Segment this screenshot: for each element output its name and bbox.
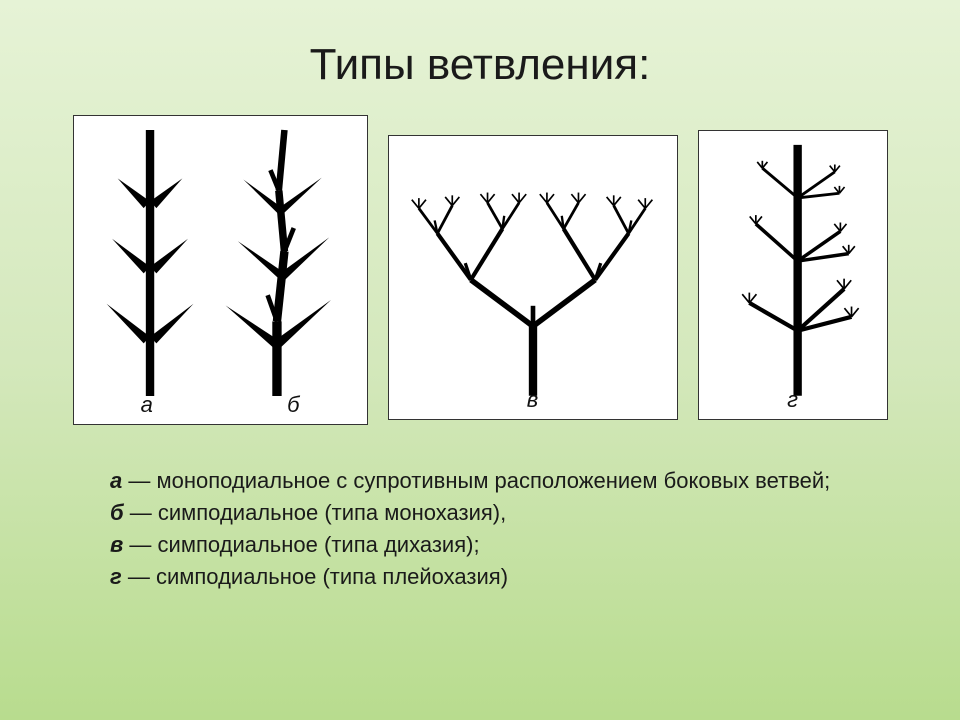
legend-letter-g: г — [110, 564, 122, 589]
label-g: г — [699, 387, 887, 413]
diagram-v-svg — [389, 136, 677, 419]
panel-g-labels: г — [699, 387, 887, 413]
panel-v-labels: в — [389, 387, 677, 413]
page-title: Типы ветвления: — [0, 0, 960, 100]
legend-text-a: моноподиальное с супротивным расположени… — [156, 468, 830, 493]
panel-ab-labels: а б — [74, 392, 367, 418]
legend-dash-g: — — [122, 564, 156, 589]
legend-line-b: б — симподиальное (типа монохазия), — [110, 497, 850, 529]
diagram-row: а б в г — [0, 100, 960, 435]
label-b: б — [220, 392, 367, 418]
legend-line-v: в — симподиальное (типа дихазия); — [110, 529, 850, 561]
legend-letter-v: в — [110, 532, 123, 557]
legend-dash-b: — — [124, 500, 158, 525]
legend-text-b: симподиальное (типа монохазия), — [158, 500, 506, 525]
legend-letter-b: б — [110, 500, 124, 525]
legend-line-g: г — симподиальное (типа плейохазия) — [110, 561, 850, 593]
legend-dash-a: — — [122, 468, 156, 493]
legend-dash-v: — — [123, 532, 157, 557]
panel-g: г — [698, 130, 888, 420]
label-v: в — [389, 387, 677, 413]
panel-v: в — [388, 135, 678, 420]
legend-letter-a: а — [110, 468, 122, 493]
legend-text-v: симподиальное (типа дихазия); — [158, 532, 480, 557]
label-a: а — [74, 392, 221, 418]
diagram-g-svg — [699, 131, 887, 419]
diagram-ab-svg — [74, 116, 367, 424]
legend-line-a: а — моноподиальное с супротивным располо… — [110, 465, 850, 497]
panel-ab: а б — [73, 115, 368, 425]
legend: а — моноподиальное с супротивным располо… — [0, 435, 960, 613]
legend-text-g: симподиальное (типа плейохазия) — [156, 564, 508, 589]
